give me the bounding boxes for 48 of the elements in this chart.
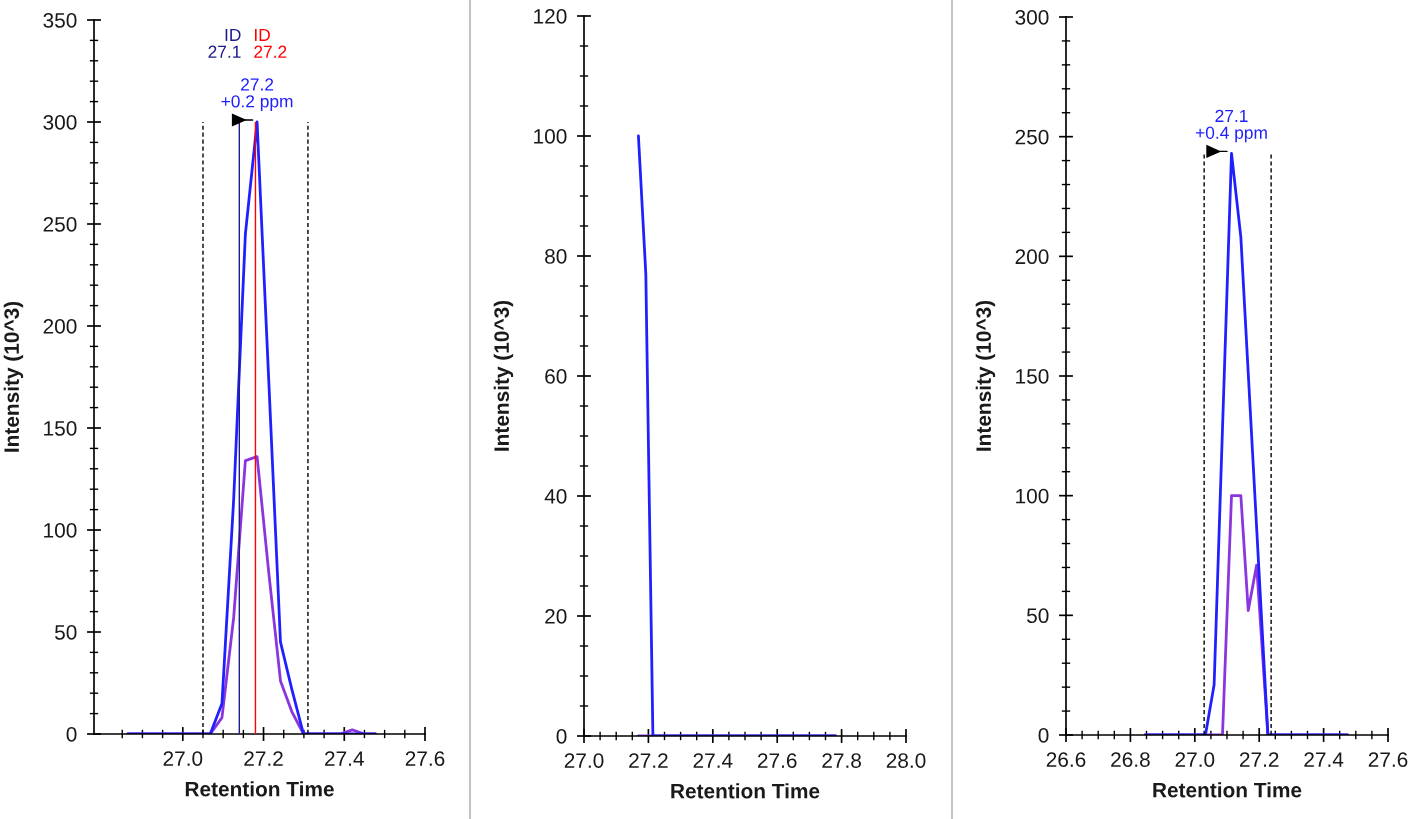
x-tick-label: 27.2 <box>1239 752 1279 767</box>
x-tick-label: 27.4 <box>1304 752 1344 767</box>
y-tick-label: 40 <box>544 489 567 504</box>
ref-line-label: ID 27.1 <box>208 28 241 58</box>
x-tick-label: 27.0 <box>1175 752 1215 767</box>
annotation: 27.2 +0.2 ppm <box>221 78 293 111</box>
y-axis-title: Intensity (10^3) <box>975 300 996 451</box>
y-tick-label: 300 <box>1015 10 1049 25</box>
y-tick-label: 80 <box>545 249 567 264</box>
x-tick-label: 27.4 <box>325 751 364 766</box>
y-tick-label: 200 <box>1015 249 1049 265</box>
y-tick-label: 250 <box>43 217 77 232</box>
y-tick-label: 150 <box>1016 369 1049 384</box>
x-tick-label: 28.0 <box>886 753 926 768</box>
x-tick-label: 27.6 <box>757 753 797 768</box>
y-tick-label: 20 <box>545 609 567 624</box>
x-tick-label: 26.8 <box>1111 752 1150 767</box>
x-axis-title: Retention Time <box>185 781 334 797</box>
y-tick-label: 250 <box>1015 129 1049 145</box>
x-tick-label: 27.8 <box>822 753 861 768</box>
y-tick-label: 0 <box>1038 728 1049 743</box>
x-tick-label: 27.2 <box>629 753 668 768</box>
x-tick-label: 27.4 <box>693 753 733 768</box>
x-axis-title: Retention Time <box>1153 782 1302 798</box>
x-tick-label: 27.6 <box>1368 752 1408 767</box>
annotation: 27.1 +0.4 ppm <box>1195 109 1267 143</box>
x-tick-label: 27.0 <box>564 753 604 768</box>
x-tick-label: 27.6 <box>405 751 445 766</box>
y-tick-label: 50 <box>1027 608 1049 624</box>
x-axis-title: Retention Time <box>671 783 820 799</box>
y-tick-label: 300 <box>43 115 77 130</box>
y-tick-label: 120 <box>534 9 567 24</box>
ref-line-label: ID 27.2 <box>254 28 287 58</box>
y-tick-label: 200 <box>43 319 77 334</box>
x-tick-label: 27.2 <box>244 751 283 766</box>
y-tick-label: 0 <box>556 729 567 744</box>
y-tick-label: 100 <box>1016 488 1049 504</box>
y-tick-label: 350 <box>43 13 77 28</box>
y-tick-label: 0 <box>66 727 77 742</box>
y-axis-title: Intensity (10^3) <box>493 300 514 451</box>
y-tick-label: 60 <box>545 369 567 384</box>
x-tick-label: 27.0 <box>163 751 203 766</box>
y-tick-label: 100 <box>534 129 567 144</box>
y-tick-label: 100 <box>44 523 77 538</box>
x-tick-label: 26.6 <box>1046 752 1086 767</box>
y-axis-title: Intensity (10^3) <box>3 301 24 452</box>
y-tick-label: 50 <box>55 625 77 640</box>
y-tick-label: 150 <box>44 421 77 436</box>
